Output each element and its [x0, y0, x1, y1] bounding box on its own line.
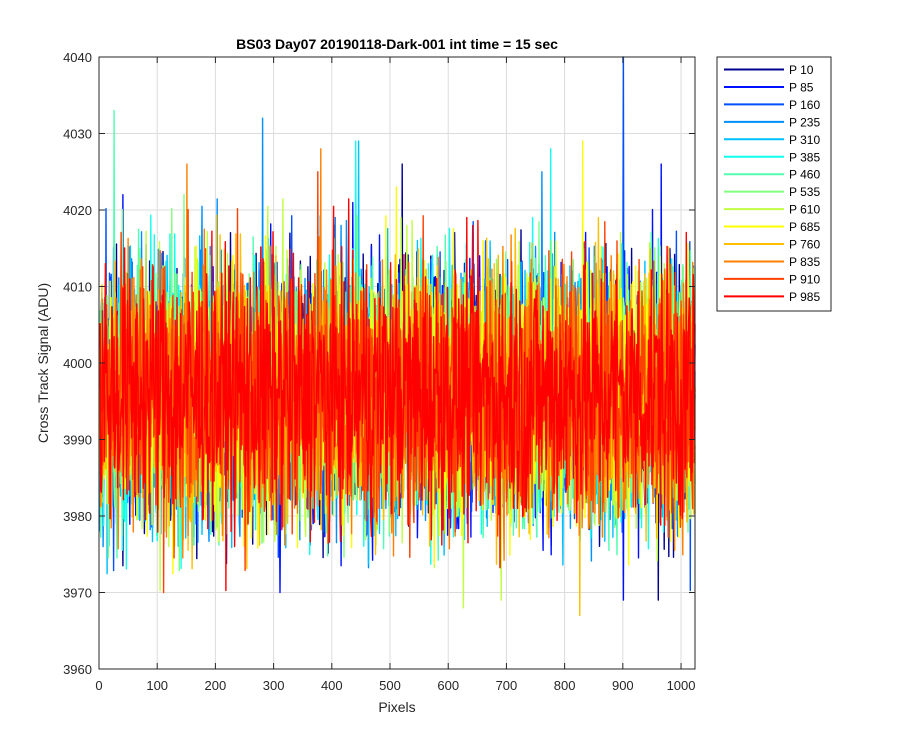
- x-tick-label: 200: [205, 678, 227, 693]
- x-tick-label: 300: [263, 678, 285, 693]
- y-axis-label: Cross Track Signal (ADU): [35, 283, 51, 443]
- legend-label: P 535: [789, 185, 820, 199]
- axis-ticks: 0 100 200 300 400 500 600 700 800 900 1000 3960 3970…: [63, 50, 695, 693]
- x-tick-label: 700: [496, 678, 518, 693]
- legend-label: P 160: [789, 98, 820, 112]
- x-tick-label: 0: [95, 678, 102, 693]
- legend: P 10 P 85 P 160 P 235 P 310 P 385 P 460 P 535 P …: [716, 56, 832, 312]
- y-tick-label: 4030: [63, 127, 92, 142]
- x-axis-label: Pixels: [378, 699, 415, 715]
- x-tick-label: 100: [146, 678, 168, 693]
- x-tick-label: 800: [554, 678, 576, 693]
- legend-label: P 985: [789, 290, 820, 304]
- y-tick-label: 3990: [63, 433, 92, 448]
- legend-label: P 310: [789, 133, 820, 147]
- x-tick-label: 900: [612, 678, 634, 693]
- chart-title: BS03 Day07 20190118-Dark-001 int time = …: [236, 36, 558, 52]
- legend-label: P 460: [789, 168, 820, 182]
- legend-label: P 835: [789, 255, 820, 269]
- legend-label: P 10: [789, 63, 814, 77]
- legend-box: [716, 56, 832, 312]
- legend-label: P 85: [789, 80, 814, 94]
- legend-label: P 685: [789, 220, 820, 234]
- x-tick-label: 600: [437, 678, 459, 693]
- series-line-p985: [98, 198, 696, 592]
- y-tick-label: 4040: [63, 50, 92, 65]
- legend-label: P 760: [789, 238, 820, 252]
- y-tick-label: 3970: [63, 586, 92, 601]
- y-tick-label: 3960: [63, 662, 92, 677]
- y-tick-label: 3980: [63, 509, 92, 524]
- x-tick-label: 1000: [667, 678, 696, 693]
- x-tick-label: 400: [321, 678, 343, 693]
- legend-label: P 235: [789, 115, 820, 129]
- y-tick-label: 4010: [63, 280, 92, 295]
- legend-label: P 385: [789, 150, 820, 164]
- y-tick-label: 4000: [63, 356, 92, 371]
- legend-label: P 610: [789, 203, 820, 217]
- x-tick-label: 500: [379, 678, 401, 693]
- series-lines: [98, 56, 696, 617]
- y-tick-label: 4020: [63, 203, 92, 218]
- legend-label: P 910: [789, 272, 820, 286]
